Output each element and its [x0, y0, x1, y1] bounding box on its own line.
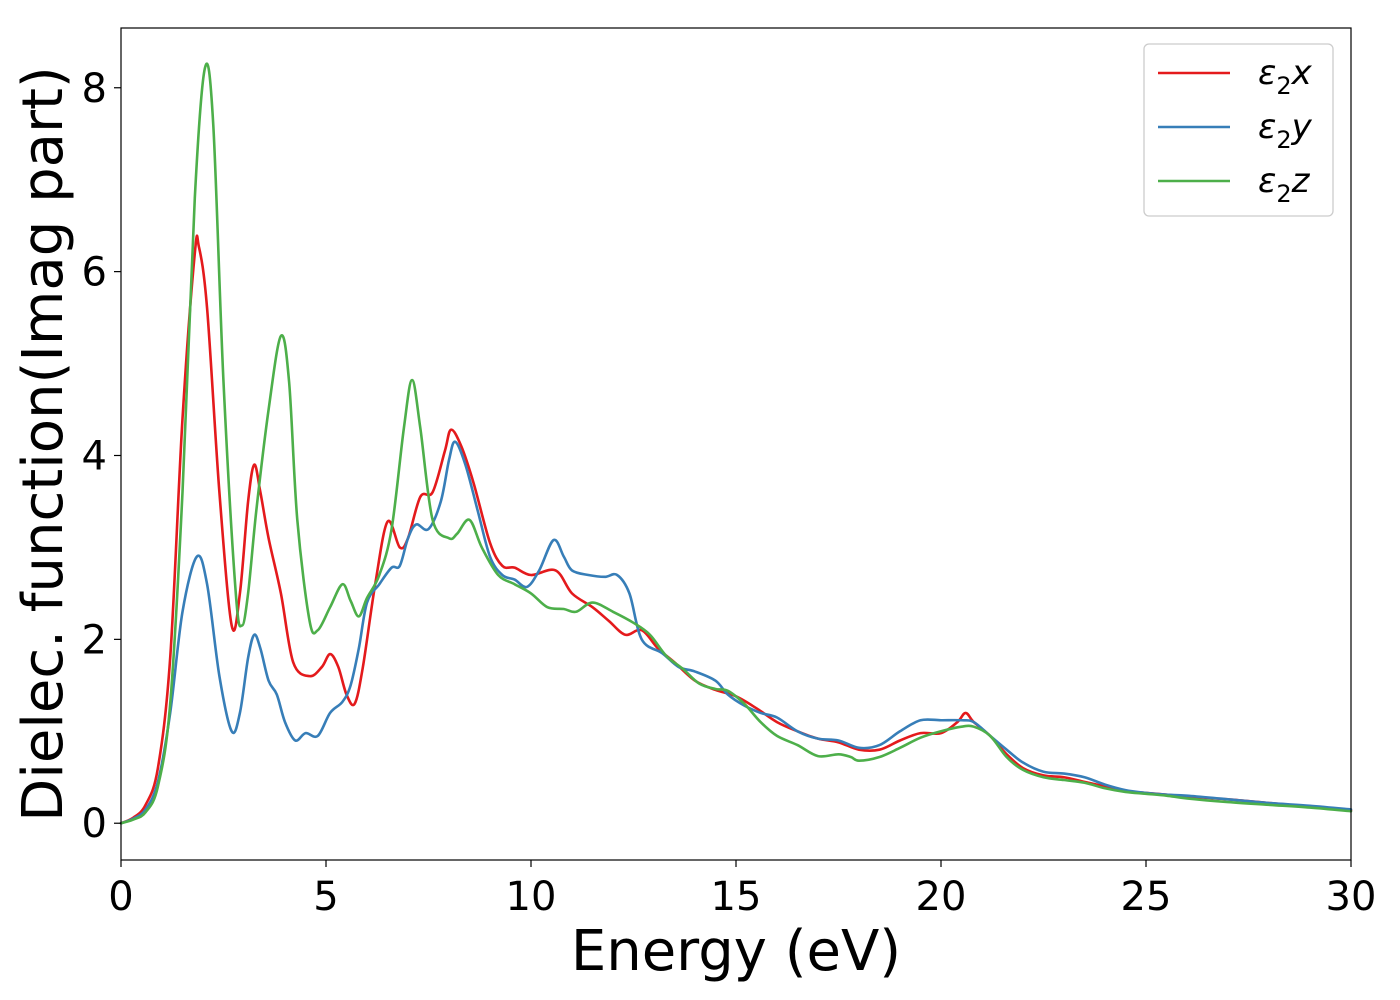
- y-tick-label: 2: [82, 617, 107, 663]
- y-axis-ticks: 0 2 4 6 8: [82, 66, 121, 847]
- legend-label-z: ε2z: [1258, 161, 1311, 208]
- series-line-y: [119, 440, 1353, 825]
- y-tick-label: 6: [82, 250, 107, 296]
- x-tick-label: 10: [506, 874, 557, 920]
- legend-label-y: ε2y: [1258, 107, 1313, 154]
- y-tick-label: 0: [82, 801, 107, 847]
- y-tick-label: 8: [82, 66, 107, 112]
- series-line-z: [119, 62, 1353, 825]
- plot-series: [119, 62, 1353, 825]
- x-axis-ticks: 0 5 10 15 20 25 30: [108, 860, 1376, 920]
- x-tick-label: 30: [1326, 874, 1377, 920]
- legend-label-x: ε2x: [1258, 53, 1313, 100]
- x-tick-label: 0: [108, 874, 133, 920]
- y-axis-title: Dielec. function(Imag part): [11, 66, 76, 822]
- x-tick-label: 15: [711, 874, 762, 920]
- x-axis-title: Energy (eV): [571, 919, 901, 984]
- legend-box: [1143, 43, 1334, 217]
- x-tick-label: 25: [1121, 874, 1172, 920]
- legend: ε2x ε2y ε2z: [1143, 43, 1334, 217]
- x-tick-label: 20: [916, 874, 967, 920]
- x-tick-label: 5: [313, 874, 338, 920]
- y-tick-label: 4: [82, 433, 107, 479]
